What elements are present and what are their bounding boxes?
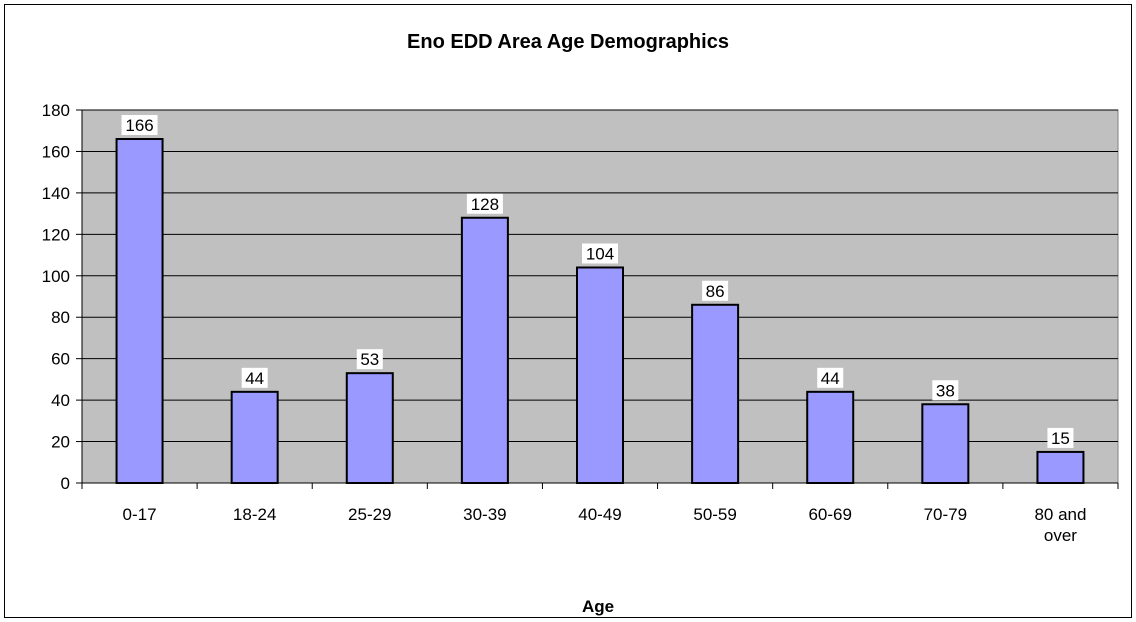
data-label: 166 [125, 116, 153, 135]
data-label: 15 [1051, 429, 1070, 448]
bars [115, 138, 1085, 485]
bar-25-29 [345, 372, 394, 484]
x-tick-label: 60-69 [808, 505, 851, 524]
data-label: 53 [360, 350, 379, 369]
data-label-background [121, 115, 158, 136]
y-tick-label: 140 [42, 184, 70, 203]
x-tick-label: 18-24 [233, 505, 276, 524]
data-label: 38 [936, 381, 955, 400]
data-label: 44 [245, 369, 264, 388]
data-label: 128 [471, 195, 499, 214]
y-tick-label: 40 [51, 391, 70, 410]
data-label-background [702, 280, 729, 301]
x-tick-label: 50-59 [693, 505, 736, 524]
y-tick-label: 160 [42, 142, 70, 161]
y-tick-label: 100 [42, 267, 70, 286]
y-axis-tick-labels: 0 20 40 60 80 100 120 140 160 180 [42, 101, 70, 493]
x-axis-tick-labels: 0-17 18-24 25-29 30-39 40-49 50-59 60-69 70-79 8… [123, 505, 1087, 545]
data-label: 104 [586, 244, 614, 263]
chart-title: Eno EDD Area Age Demographics [407, 31, 729, 53]
y-tick-label: 20 [51, 433, 70, 452]
x-tick-label: 30-39 [463, 505, 506, 524]
bar-80-and-over [1036, 450, 1085, 484]
y-tick-label: 0 [61, 474, 70, 493]
x-tick-label: 25-29 [348, 505, 391, 524]
x-tick-label: 40-49 [578, 505, 621, 524]
data-label-background [582, 243, 618, 264]
y-tick-label: 80 [51, 308, 70, 327]
y-tick-label: 180 [42, 101, 70, 120]
x-tick-label: 0-17 [123, 505, 157, 524]
x-tick-label: 80 and over [1034, 505, 1086, 545]
x-tick-label: 70-79 [924, 505, 967, 524]
data-label: 44 [821, 369, 840, 388]
bar-30-39 [460, 216, 509, 484]
data-label-background [466, 193, 503, 214]
axes [76, 109, 1119, 489]
bar-0-17 [115, 138, 164, 484]
data-label: 86 [706, 282, 725, 301]
bar-60-69 [806, 390, 855, 485]
bar-40-49 [576, 266, 624, 484]
bar-18-24 [230, 390, 279, 485]
x-axis-title: Age [582, 597, 614, 616]
data-labels: 166 44 53 128 104 86 44 38 15 [121, 115, 1074, 448]
y-tick-label: 120 [42, 225, 70, 244]
bar-50-59 [691, 303, 740, 484]
data-label-background [356, 349, 383, 370]
data-label-background [817, 367, 844, 388]
data-label-background [1047, 427, 1074, 448]
bar-70-79 [921, 403, 970, 484]
data-label-background [932, 380, 959, 401]
y-tick-label: 60 [51, 350, 70, 369]
data-label-background [241, 367, 268, 388]
